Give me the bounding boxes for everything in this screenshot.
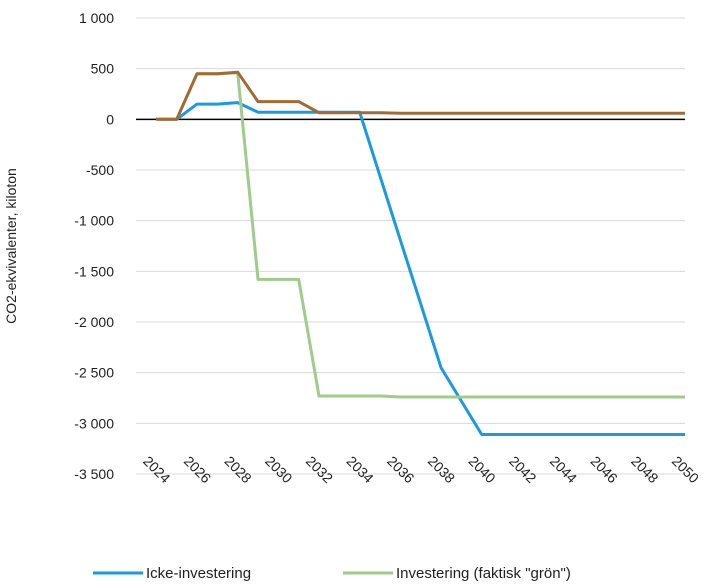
y-tick-label: -1 500 xyxy=(74,263,114,279)
y-axis-title: CO2-ekvivalenter, kiloton xyxy=(3,168,19,324)
y-tick-label: -3 000 xyxy=(74,415,114,431)
series-lines xyxy=(156,70,685,436)
x-tick-label: 2038 xyxy=(425,453,458,486)
y-tick-label: 500 xyxy=(91,61,115,77)
gridlines xyxy=(136,17,685,475)
y-tick-label: 0 xyxy=(106,111,114,127)
x-tick-label: 2046 xyxy=(588,453,621,486)
x-tick-label: 2042 xyxy=(506,453,539,486)
x-tick-label: 2034 xyxy=(344,453,377,486)
series-line-3 xyxy=(156,70,685,121)
y-tick-label: 1 000 xyxy=(79,10,114,26)
y-axis-ticks: 1 000 500 0 -500 -1 000 -1 500 -2 000 -2 500 -3 … xyxy=(74,10,114,482)
y-tick-label: -1 000 xyxy=(74,213,114,229)
legend: Icke-investering Investering (faktisk "gr… xyxy=(93,565,571,582)
series-line-2 xyxy=(156,71,685,399)
x-tick-label: 2028 xyxy=(222,453,255,486)
x-tick-label: 2050 xyxy=(669,453,702,486)
x-tick-label: 2032 xyxy=(303,453,336,486)
x-tick-label: 2044 xyxy=(547,453,580,486)
x-tick-label: 2036 xyxy=(384,453,417,486)
series-line-1 xyxy=(156,101,685,436)
y-tick-label: -3 500 xyxy=(74,466,114,482)
x-tick-label: 2026 xyxy=(181,453,214,486)
legend-label: Icke-investering xyxy=(146,565,251,582)
y-tick-label: -2 000 xyxy=(74,314,114,330)
y-tick-label: -2 500 xyxy=(74,365,114,381)
legend-label: Investering (faktisk "grön") xyxy=(396,565,571,582)
x-tick-label: 2040 xyxy=(466,453,499,486)
x-tick-label: 2048 xyxy=(628,453,661,486)
y-tick-label: -500 xyxy=(86,162,114,178)
x-tick-label: 2024 xyxy=(140,453,173,486)
x-axis-ticks: 2024 2026 2028 2030 2032 2034 2036 2038 2040 2042… xyxy=(140,453,702,486)
x-tick-label: 2030 xyxy=(262,453,295,486)
